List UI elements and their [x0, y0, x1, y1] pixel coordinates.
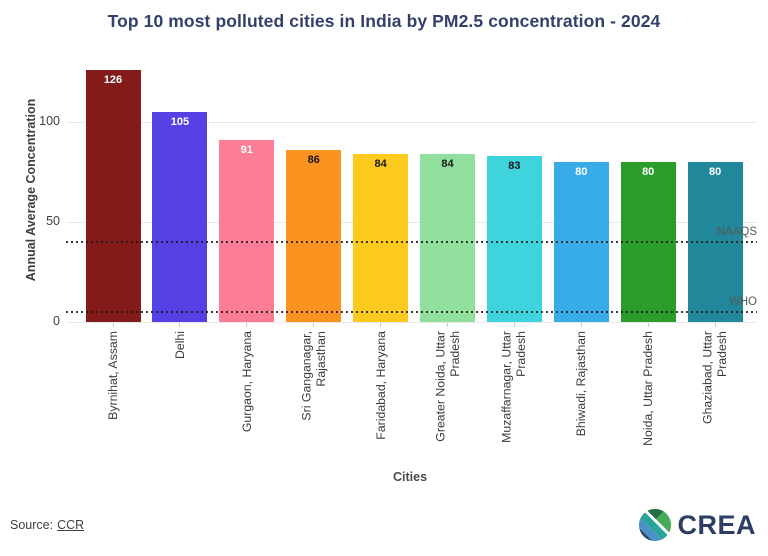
x-tick-mark [246, 323, 248, 327]
x-category-label: Faridabad, Haryana [373, 331, 388, 440]
x-tick-mark [313, 323, 315, 327]
x-axis-title: Cities [392, 470, 428, 484]
bar-value-label: 86 [307, 154, 320, 166]
x-category-label: Greater Noida, Uttar Pradesh [433, 331, 462, 442]
bar-value-label: 80 [642, 166, 655, 178]
x-category-label: Ghaziabad, Uttar Pradesh [700, 331, 730, 424]
reference-line-naaqs [66, 241, 757, 243]
x-tick-mark [380, 323, 382, 327]
source-link[interactable]: CCR [57, 518, 85, 532]
gridline [66, 121, 757, 123]
x-tick-mark [647, 323, 649, 327]
x-tick-mark [714, 323, 716, 327]
gridline [66, 221, 757, 223]
bar [152, 112, 208, 322]
bar-value-label: 105 [170, 116, 190, 128]
reference-line-who [66, 311, 757, 313]
bar-value-label: 80 [708, 166, 722, 178]
y-tick-label: 0 [53, 314, 60, 328]
bar [219, 140, 275, 322]
bar-value-label: 83 [508, 160, 521, 172]
x-category-label: Noida, Uttar Pradesh [640, 331, 655, 446]
bar [353, 154, 409, 322]
x-tick-mark [112, 323, 114, 327]
bar-value-label: 84 [374, 158, 387, 170]
bar-value-label: 126 [103, 74, 123, 86]
x-category-label: Delhi [172, 331, 187, 360]
x-tick-mark [179, 323, 181, 327]
y-tick-label: 100 [39, 114, 60, 128]
x-category-label: Bhiwadi, Rajasthan [574, 331, 589, 437]
source-label: Source: [10, 518, 54, 532]
x-tick-mark [513, 323, 515, 327]
crea-logo-icon [638, 508, 673, 542]
x-category-label: Sri Ganganagar, Rajasthan [299, 331, 328, 421]
x-category-label: Gurgaon, Haryana [239, 331, 254, 433]
source-note: Source: CCR [10, 518, 84, 532]
reference-line-label: NAAQS [716, 226, 757, 238]
y-tick-label: 50 [46, 214, 60, 228]
bar-value-label: 84 [441, 158, 454, 170]
crea-logo: CREA [638, 508, 756, 542]
reference-line-label: WHO [728, 296, 757, 308]
bar [286, 150, 342, 322]
bar-value-label: 91 [240, 144, 253, 156]
x-tick-mark [447, 323, 448, 327]
x-tick-mark [580, 323, 582, 327]
bar [420, 154, 475, 322]
bar [85, 70, 141, 322]
x-category-label: Muzaffarnagar, Uttar Pradesh [499, 331, 529, 443]
chart-title: Top 10 most polluted cities in India by … [107, 11, 661, 31]
bar [486, 156, 542, 322]
crea-logo-text: CREA [677, 509, 756, 540]
x-category-label: Byrnihat, Assam [105, 331, 120, 420]
gridline [66, 321, 757, 323]
bar-value-label: 80 [575, 166, 588, 178]
